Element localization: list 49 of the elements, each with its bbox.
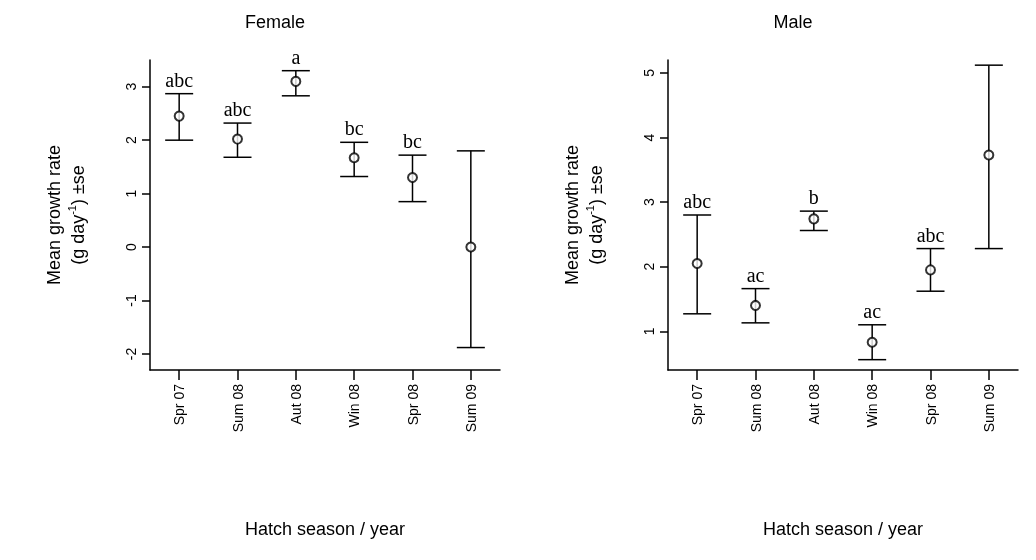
y-tick-label: 2 bbox=[641, 262, 657, 271]
y-tick-label: 3 bbox=[123, 82, 139, 91]
x-tick-label: Win 08 bbox=[864, 383, 881, 428]
x-tick-label: Sum 08 bbox=[747, 383, 764, 433]
y-tick-label: 1 bbox=[641, 327, 657, 336]
y-tick-label: 1 bbox=[123, 189, 139, 198]
point bbox=[750, 299, 761, 311]
chart-title: Male bbox=[773, 12, 813, 32]
annotation: abc bbox=[683, 190, 712, 212]
annotation: b bbox=[808, 186, 819, 209]
y-tick-label: 2 bbox=[123, 136, 139, 145]
point bbox=[465, 241, 477, 253]
annotation: abc bbox=[916, 223, 945, 246]
y-tick-label: -1 bbox=[123, 294, 139, 307]
x-axis-title: Hatch season / year bbox=[762, 519, 924, 539]
annotation: abc bbox=[165, 68, 194, 91]
x-tick-label: Spr 07 bbox=[171, 383, 188, 426]
y-tick-label: -2 bbox=[123, 347, 139, 361]
x-tick-label: Sum 09 bbox=[980, 383, 997, 433]
x-tick-label: Sum 08 bbox=[229, 383, 246, 433]
y-tick-label: 3 bbox=[641, 197, 657, 206]
annotation: a bbox=[291, 45, 301, 68]
x-axis-title: Hatch season / year bbox=[244, 519, 406, 539]
annotation: bc bbox=[403, 130, 423, 153]
x-tick-label: Spr 07 bbox=[689, 383, 706, 426]
point bbox=[691, 257, 703, 269]
annotation: abc bbox=[223, 98, 252, 121]
x-tick-label: Aut 08 bbox=[805, 383, 822, 425]
x-tick-label: Spr 08 bbox=[922, 383, 939, 426]
annotation: ac bbox=[863, 299, 882, 322]
annotation: ac bbox=[746, 263, 765, 286]
x-tick-label: Win 08 bbox=[346, 383, 363, 428]
point bbox=[407, 172, 418, 184]
point bbox=[925, 264, 936, 276]
point bbox=[290, 75, 302, 87]
point bbox=[348, 152, 360, 164]
chart-title: Female bbox=[244, 12, 306, 32]
point bbox=[173, 110, 185, 122]
x-tick-label: Aut 08 bbox=[287, 383, 304, 425]
x-tick-label: Spr 08 bbox=[404, 383, 421, 426]
point bbox=[983, 149, 995, 161]
point bbox=[808, 213, 820, 225]
point bbox=[866, 336, 878, 348]
y-tick-label: 0 bbox=[123, 242, 139, 251]
annotation: bc bbox=[344, 117, 364, 140]
x-tick-label: Sum 09 bbox=[462, 383, 479, 433]
y-tick-label: 4 bbox=[641, 133, 657, 142]
y-tick-label: 5 bbox=[641, 68, 657, 77]
point bbox=[232, 133, 243, 145]
